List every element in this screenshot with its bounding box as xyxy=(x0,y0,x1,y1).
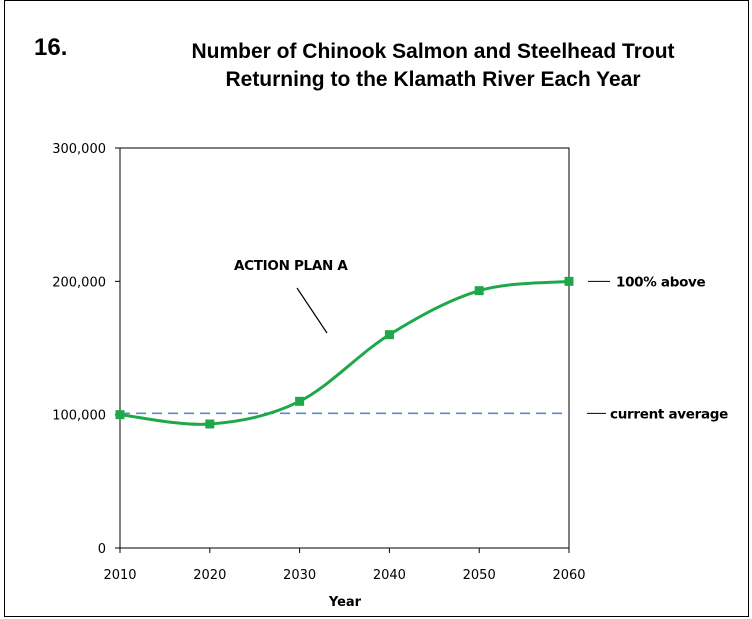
data-point xyxy=(474,286,484,296)
y-tick-label: 0 xyxy=(98,542,106,557)
y-axis: 0 100,000 200,000 300,000 xyxy=(52,142,120,557)
y-tick-label: 100,000 xyxy=(52,409,106,424)
y-tick-label: 300,000 xyxy=(52,142,106,157)
x-axis: 2010 2020 2030 2040 2050 2060 xyxy=(103,548,586,583)
plot-area xyxy=(119,147,570,549)
chart-title-line-1: Number of Chinook Salmon and Steelhead T… xyxy=(191,40,675,63)
data-point xyxy=(564,276,574,286)
figure-frame xyxy=(4,0,749,617)
chart-title: Number of Chinook Salmon and Steelhead T… xyxy=(118,38,748,94)
y-tick-label: 200,000 xyxy=(52,275,106,290)
x-tick-label: 2020 xyxy=(193,568,226,583)
data-point xyxy=(384,330,394,340)
figure-number: 16. xyxy=(34,34,68,61)
chart-title-line-2: Returning to the Klamath River Each Year xyxy=(225,68,641,91)
x-tick-label: 2010 xyxy=(103,568,136,583)
annotations: 100% above current average ACTION PLAN A xyxy=(234,258,728,422)
data-point xyxy=(205,419,215,429)
x-tick-label: 2060 xyxy=(552,568,585,583)
data-point xyxy=(115,410,125,420)
series-line-action-plan-a xyxy=(119,279,570,426)
series-pointer-line xyxy=(296,287,328,334)
average-label: current average xyxy=(610,406,728,422)
data-point xyxy=(295,396,305,406)
x-tick-label: 2040 xyxy=(373,568,406,583)
x-tick-label: 2050 xyxy=(463,568,496,583)
above-label: 100% above xyxy=(616,274,706,290)
x-axis-title: Year xyxy=(328,595,362,610)
plot-border xyxy=(119,147,570,549)
series-layer xyxy=(115,276,574,429)
series-label: ACTION PLAN A xyxy=(234,258,348,274)
x-tick-label: 2030 xyxy=(283,568,316,583)
